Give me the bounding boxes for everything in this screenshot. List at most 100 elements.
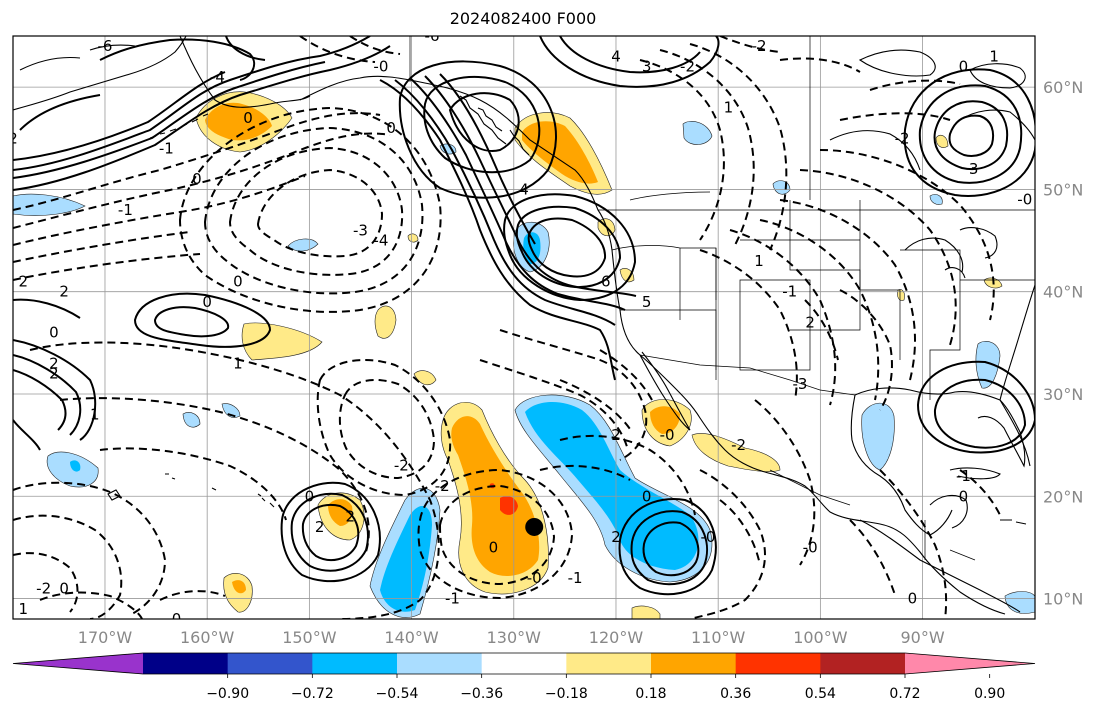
colorbar-outline xyxy=(12,652,1036,675)
contour-label: 5 xyxy=(642,293,652,311)
contour-label: 0 xyxy=(959,58,969,76)
colorbar-segment xyxy=(312,653,398,674)
contour-label: -0 xyxy=(373,58,388,76)
colorbar-tick-label: −0.36 xyxy=(460,686,503,702)
contour-label: 0 xyxy=(243,109,253,127)
lon-label: 140°W xyxy=(384,628,439,647)
contour-label: -0 xyxy=(1017,191,1032,209)
lat-label: 10°N xyxy=(1043,590,1083,609)
contour-label: -1 xyxy=(568,569,583,587)
contour-label: -1 xyxy=(445,590,460,608)
colorbar-tick-labels: −0.90 −0.72 −0.54 −0.36 −0.18 0.18 0.36 0.54 0.7… xyxy=(206,674,1005,702)
contour-label: -2 xyxy=(752,37,767,55)
contour-label: 2 xyxy=(8,129,18,147)
contour-label: 2 xyxy=(345,508,355,526)
contours-solid xyxy=(13,36,1035,596)
contour-label: -3 xyxy=(792,375,807,393)
contour-label: -2 xyxy=(36,579,51,597)
lon-label: 150°W xyxy=(282,628,337,647)
shading-layer xyxy=(13,91,1035,619)
colorbar-tick-label: 0.72 xyxy=(889,686,920,702)
contour-label: 1 xyxy=(754,252,764,270)
contour-label: -2 xyxy=(731,436,746,454)
colorbar-tick-label: −0.90 xyxy=(206,686,249,702)
contour-label: 4 xyxy=(519,180,529,198)
colorbar-tick-label: 0.36 xyxy=(720,686,751,702)
lat-label: 40°N xyxy=(1043,283,1083,302)
contour-label: -6 xyxy=(97,37,112,55)
lon-label: 90°W xyxy=(900,628,944,647)
contour-label: -2 xyxy=(394,457,409,475)
lat-label: 60°N xyxy=(1043,78,1083,97)
map-title: 2024082400 F000 xyxy=(449,9,597,28)
contour-label: 0 xyxy=(172,610,182,628)
political-borders xyxy=(409,36,1035,561)
contour-label: -1 xyxy=(782,283,797,301)
contour-label: 2 xyxy=(18,272,28,290)
contour-label: 2 xyxy=(49,365,59,383)
contour-label: 2 xyxy=(49,354,59,372)
colorbar-segment xyxy=(651,653,737,674)
colorbar xyxy=(12,652,1036,675)
colorbar-tick-label: 0.18 xyxy=(635,686,666,702)
contour-label: 4 xyxy=(611,47,621,65)
contours-dashed xyxy=(13,36,1001,619)
contour-label: -4 xyxy=(210,68,225,86)
lon-label: 130°W xyxy=(487,628,542,647)
contour-label: -2 xyxy=(435,477,450,495)
contour-label: -4 xyxy=(373,232,388,250)
colorbar-segment xyxy=(397,653,483,674)
contour-label: -0 xyxy=(803,538,818,556)
latitude-labels: 60°N 50°N 40°N 30°N 20°N 10°N xyxy=(1043,78,1083,608)
contour-label: -3 xyxy=(353,221,368,239)
contour-label: -1 xyxy=(118,201,133,219)
contour-label: 2 xyxy=(59,283,69,301)
lon-label: 100°W xyxy=(793,628,848,647)
contour-label: -0 xyxy=(700,528,715,546)
map-frame xyxy=(12,35,1036,620)
contour-label: 1 xyxy=(233,354,243,372)
colorbar-tick-label: −0.72 xyxy=(291,686,334,702)
contour-label: 0 xyxy=(59,579,69,597)
colorbar-segment xyxy=(481,653,567,674)
colorbar-extend-low xyxy=(13,653,143,674)
contour-label: 1 xyxy=(724,99,734,117)
contour-label: 0 xyxy=(642,487,652,505)
contour-label: 2 xyxy=(315,518,325,536)
contour-label: 3 xyxy=(969,160,979,178)
lon-label: 120°W xyxy=(589,628,644,647)
contour-label: 2 xyxy=(611,426,621,444)
colorbar-tick-label: −0.18 xyxy=(545,686,588,702)
contour-label: -6 xyxy=(425,27,440,45)
colorbar-tick-label: 0.54 xyxy=(805,686,836,702)
contour-label: 0 xyxy=(959,487,969,505)
colorbar-segment xyxy=(820,653,906,674)
lon-label: 170°W xyxy=(78,628,133,647)
colorbar-tick-label: −0.54 xyxy=(376,686,419,702)
contour-label: -0 xyxy=(527,569,542,587)
colorbar-segment xyxy=(566,653,652,674)
contour-label: -1 xyxy=(159,140,174,158)
contour-label: 2 xyxy=(805,313,815,331)
storm-position-marker xyxy=(525,517,544,536)
lat-label: 50°N xyxy=(1043,180,1083,199)
lon-label: 110°W xyxy=(691,628,746,647)
contour-label: 1 xyxy=(989,47,999,65)
contour-label: 1 xyxy=(18,600,28,618)
longitude-labels: 170°W 160°W 150°W 140°W 130°W 120°W 110°W 100°W… xyxy=(78,628,945,647)
colorbar-segment xyxy=(227,653,313,674)
contour-label: 0 xyxy=(192,170,202,188)
colorbar-segment xyxy=(735,653,821,674)
contour-label: 0 xyxy=(305,487,315,505)
colorbar-extend-high xyxy=(905,653,1035,674)
contour-label: 0 xyxy=(49,324,59,342)
contour-label: 2 xyxy=(611,528,621,546)
contour-label: 0 xyxy=(233,272,243,290)
colorbar-tick-label: 0.90 xyxy=(974,686,1005,702)
contour-label: -0 xyxy=(660,426,675,444)
contour-label: 0 xyxy=(489,538,499,556)
contour-label: -1 xyxy=(956,467,971,485)
